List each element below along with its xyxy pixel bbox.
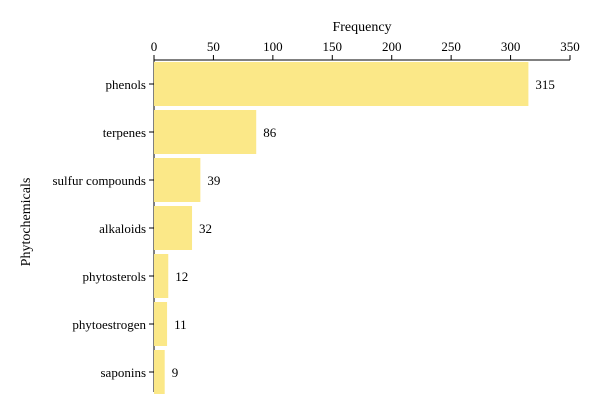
x-tick-label: 0	[151, 39, 158, 54]
y-tick-label: alkaloids	[99, 221, 146, 236]
data-label: 86	[263, 125, 277, 140]
bar	[154, 302, 168, 346]
bar	[154, 158, 201, 202]
y-tick-label: saponins	[101, 365, 147, 380]
x-tick-label: 200	[382, 39, 402, 54]
x-tick-label: 350	[560, 39, 580, 54]
y-tick-label: sulfur compounds	[52, 173, 146, 188]
bar	[154, 206, 193, 250]
data-label: 39	[207, 173, 220, 188]
y-axis-title: Phytochemicals	[19, 178, 34, 267]
data-label: 315	[535, 77, 555, 92]
data-label: 32	[199, 221, 212, 236]
x-axis-title: Frequency	[332, 20, 391, 35]
data-label: 11	[174, 317, 187, 332]
bar	[154, 254, 169, 298]
x-tick-label: 100	[263, 39, 283, 54]
y-tick-label: phenols	[106, 77, 146, 92]
x-tick-label: 300	[501, 39, 521, 54]
data-label: 12	[175, 269, 188, 284]
y-tick-label: terpenes	[103, 125, 146, 140]
y-tick-label: phytosterols	[82, 269, 146, 284]
x-tick-label: 250	[441, 39, 461, 54]
x-tick-label: 150	[323, 39, 343, 54]
x-tick-label: 50	[207, 39, 220, 54]
bar	[154, 62, 529, 106]
y-tick-label: phytoestrogen	[72, 317, 146, 332]
data-label: 9	[172, 365, 179, 380]
bar	[154, 110, 257, 154]
bar	[154, 350, 165, 394]
